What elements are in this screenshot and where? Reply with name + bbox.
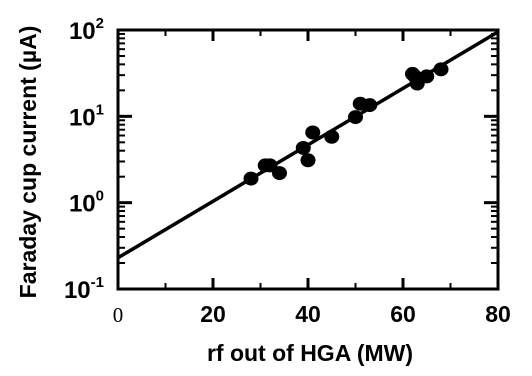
data-point [243,171,259,186]
y-tick-label: 101 [69,101,104,131]
y-tick-label: 100 [69,188,104,218]
data-point [324,129,340,144]
data-point [433,62,449,77]
data-point [272,166,287,181]
y-tick-label: 10-1 [64,274,104,304]
x-axis-tick-labels: 0 20 40 60 80 [113,301,511,327]
x-tick-label: 0 [113,303,124,327]
data-point [300,153,316,168]
x-tick-label: 80 [485,301,511,327]
x-tick-label: 20 [200,301,226,327]
data-point [419,69,435,84]
x-tick-label: 40 [295,301,321,327]
data-point [295,140,311,155]
data-points [243,62,449,186]
data-point [348,110,363,125]
axis-major-ticks [116,28,500,291]
x-tick-label: 60 [390,301,416,327]
y-axis-title: Faraday cup current (µA) [15,26,41,299]
data-point [362,98,378,113]
y-tick-label: 102 [69,15,104,45]
data-point [305,125,321,140]
axis-minor-ticks [118,30,498,289]
y-axis-tick-labels: 10-1 100 101 102 [64,15,104,304]
x-axis-title: rf out of HGA (MW) [207,340,413,366]
